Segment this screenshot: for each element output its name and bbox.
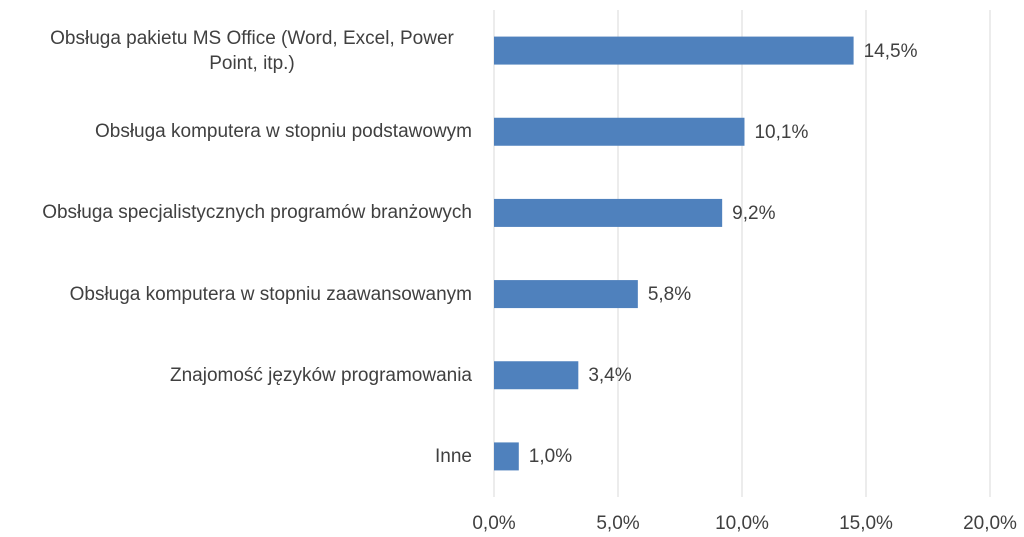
category-box: Inne bbox=[435, 426, 472, 486]
bar bbox=[494, 280, 638, 309]
value-label: 5,8% bbox=[647, 284, 692, 306]
bar bbox=[494, 117, 745, 146]
x-tick-label: 5,0% bbox=[596, 513, 640, 534]
x-tick-label: 10,0% bbox=[715, 513, 769, 534]
category-label: Obsługa pakietu MS Office (Word, Excel, … bbox=[50, 27, 454, 74]
value-label: 14,5% bbox=[863, 40, 918, 62]
category-box: Obsługa pakietu MS Office (Word, Excel, … bbox=[32, 21, 472, 81]
bar bbox=[494, 442, 519, 471]
x-tick-label: 15,0% bbox=[839, 513, 893, 534]
category-label: Znajomość języków programowania bbox=[169, 364, 472, 386]
value-label: 1,0% bbox=[528, 446, 573, 468]
x-tick-label: 0,0% bbox=[472, 513, 516, 534]
bar bbox=[494, 361, 579, 390]
category-label: Obsługa komputera w stopniu podstawowym bbox=[94, 121, 472, 143]
category-label: Obsługa specjalistycznych programów bran… bbox=[42, 202, 472, 224]
value-label: 3,4% bbox=[588, 365, 632, 387]
x-tick-label: 20,0% bbox=[963, 513, 1017, 534]
category-box: Obsługa komputera w stopniu zaawansowany… bbox=[70, 264, 472, 324]
bar bbox=[494, 36, 854, 65]
category-box: Obsługa specjalistycznych programów bran… bbox=[42, 183, 472, 243]
value-label: 9,2% bbox=[732, 202, 776, 224]
bar bbox=[494, 198, 723, 227]
category-label: Inne bbox=[435, 445, 472, 467]
value-label: 10,1% bbox=[754, 121, 809, 143]
category-box: Znajomość języków programowania bbox=[170, 345, 472, 405]
category-box: Obsługa komputera w stopniu podstawowym bbox=[95, 102, 472, 162]
category-label: Obsługa komputera w stopniu zaawansowany… bbox=[69, 283, 472, 305]
